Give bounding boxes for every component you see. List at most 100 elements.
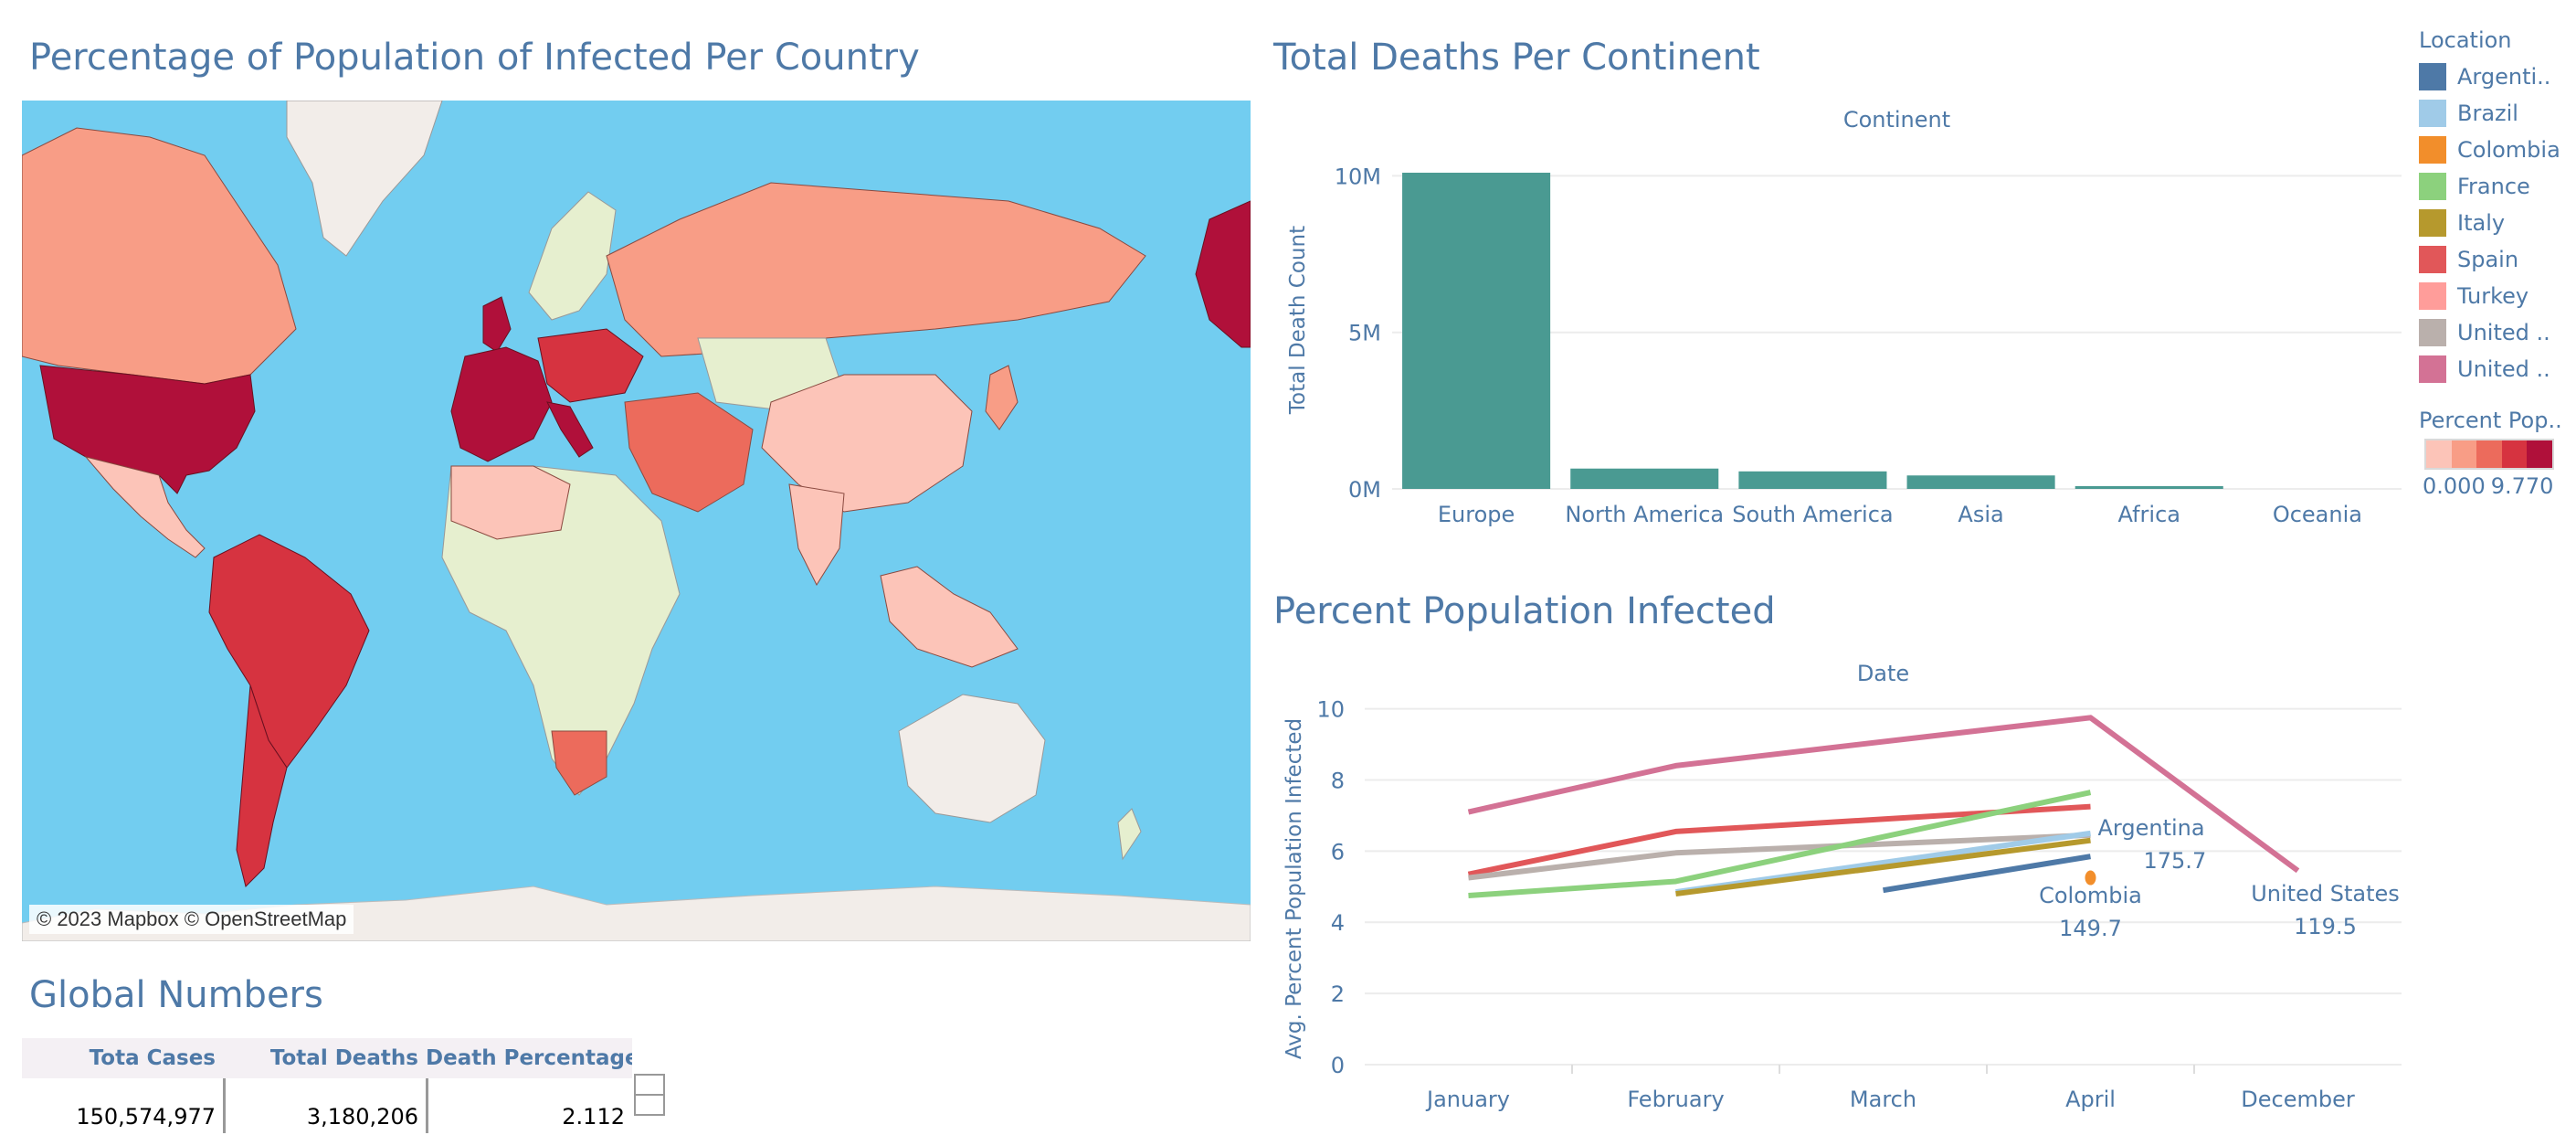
bar-chart: Continent 0M 5M 10M Total Death Count Europe N…: [1286, 107, 2402, 527]
legend-item[interactable]: United ..: [2419, 351, 2576, 387]
legend-label: Italy: [2457, 210, 2506, 236]
x-tick-label: January: [1425, 1087, 1510, 1112]
uk-shape: [482, 296, 512, 353]
legend-title: Location: [2419, 27, 2512, 53]
middle-east-shape: [624, 392, 754, 513]
argentina-shape: [236, 684, 288, 887]
legend-item[interactable]: France: [2419, 168, 2576, 205]
y-tick-label: 2: [1331, 981, 1345, 1007]
x-tick-label: Europe: [1438, 502, 1515, 527]
gradient-step: [2501, 440, 2528, 468]
central-europe-shape: [537, 328, 644, 403]
x-tick-label: March: [1850, 1087, 1916, 1112]
y-tick-label: 0: [1331, 1053, 1345, 1078]
header-total-deaths[interactable]: Total Deaths: [269, 1046, 418, 1070]
line-chart-header: Date: [1857, 661, 1909, 686]
china-shape: [761, 374, 973, 513]
x-tick-label: North America: [1565, 502, 1724, 527]
series-line[interactable]: [1468, 790, 2092, 899]
legend-label: United ..: [2457, 356, 2550, 382]
australia-shape: [898, 694, 1046, 823]
gradient-step: [2451, 440, 2477, 468]
line-chart: Date 0 2 4 6 8 10 Avg. Percent Population Infec…: [1283, 661, 2402, 1112]
legend-item[interactable]: Spain: [2419, 241, 2576, 278]
series-line[interactable]: [1883, 854, 2091, 894]
map-credit[interactable]: © 2023 Mapbox © OpenStreetMap: [29, 905, 354, 934]
legend-label: Brazil: [2457, 101, 2518, 126]
legend-item[interactable]: United ..: [2419, 314, 2576, 351]
world-map[interactable]: © 2023 Mapbox © OpenStreetMap: [22, 101, 1251, 941]
legend-item[interactable]: Brazil: [2419, 95, 2576, 132]
series-line[interactable]: [1675, 837, 2091, 897]
x-tick-label: February: [1627, 1087, 1724, 1112]
legend-swatch: [2419, 282, 2446, 310]
line-point[interactable]: [2085, 870, 2096, 886]
value-total-deaths: 3,180,206: [223, 1078, 426, 1133]
bar[interactable]: [1738, 471, 1887, 489]
annotation-label: Argentina: [2098, 815, 2205, 841]
france-spain-shape: [450, 346, 553, 462]
legend-label: Spain: [2457, 247, 2519, 272]
new-zealand-shape: [1117, 808, 1142, 861]
legend-label: Turkey: [2457, 283, 2529, 309]
world-map-canvas: [22, 101, 1251, 941]
bar-chart-header: Continent: [1843, 107, 1950, 133]
legend-item[interactable]: Italy: [2419, 205, 2576, 241]
annotation-label: United States: [2251, 881, 2400, 907]
south-africa-shape: [551, 730, 607, 796]
legend: Location Argenti.. Brazil Colombia France It…: [2419, 27, 2576, 499]
y-tick-label: 10M: [1335, 164, 1381, 189]
value-total-cases: 150,574,977: [76, 1104, 216, 1130]
map-title: Percentage of Population of Infected Per…: [29, 37, 920, 79]
x-tick-label: December: [2241, 1087, 2355, 1112]
header-death-percentage[interactable]: Death Percentage: [426, 1046, 632, 1070]
legend-swatch: [2419, 63, 2446, 90]
series-line[interactable]: [1467, 715, 2300, 874]
legend-swatch: [2419, 209, 2446, 237]
y-tick-label: 5M: [1348, 321, 1381, 346]
bar[interactable]: [2075, 485, 2223, 489]
scroll-down-button[interactable]: [634, 1094, 665, 1116]
y-tick-label: 8: [1331, 768, 1345, 793]
percent-max-label: 9.770: [2490, 473, 2554, 499]
legend-swatch: [2419, 319, 2446, 346]
x-tick-label: April: [2065, 1087, 2116, 1112]
brazil-shape: [208, 534, 370, 769]
y-tick-label: 0M: [1348, 477, 1381, 503]
legend-swatch: [2419, 173, 2446, 200]
india-shape: [788, 483, 845, 587]
legend-swatch: [2419, 355, 2446, 383]
y-tick-label: 6: [1331, 839, 1345, 865]
x-tick-label: Oceania: [2273, 502, 2362, 527]
percent-legend: Percent Pop.. 0.000 9.770: [2419, 408, 2576, 499]
gradient-step: [2527, 440, 2552, 468]
legend-item[interactable]: Turkey: [2419, 278, 2576, 314]
southeast-asia-shape: [880, 566, 1019, 668]
series-line[interactable]: [1468, 832, 2091, 881]
percent-min-label: 0.000: [2423, 473, 2486, 499]
series-line[interactable]: [1467, 803, 2091, 877]
percent-legend-title: Percent Pop..: [2419, 408, 2562, 433]
legend-swatch: [2419, 136, 2446, 164]
y-tick-label: 10: [1316, 697, 1345, 723]
gradient-step: [2476, 440, 2502, 468]
legend-item[interactable]: Colombia: [2419, 132, 2576, 168]
japan-shape: [985, 365, 1019, 430]
scroll-up-button[interactable]: [634, 1074, 665, 1096]
bar[interactable]: [1906, 475, 2055, 489]
global-numbers-title: Global Numbers: [29, 974, 323, 1016]
x-tick-label: Asia: [1958, 502, 2003, 527]
bar[interactable]: [1570, 468, 1719, 489]
bar[interactable]: [1402, 172, 1551, 489]
alaska-shape: [1195, 200, 1251, 348]
legend-swatch: [2419, 246, 2446, 273]
header-total-cases[interactable]: Tota Cases: [89, 1046, 216, 1070]
annotation-value: 149.7: [2059, 916, 2122, 941]
legend-label: Colombia: [2457, 137, 2560, 163]
line-chart-title: Percent Population Infected: [1273, 590, 1776, 632]
global-numbers-table: Tota Cases Total Deaths Death Percentage…: [22, 1038, 632, 1135]
value-death-percentage: 2.112: [426, 1078, 632, 1133]
legend-item[interactable]: Argenti..: [2419, 58, 2576, 95]
y-axis-label: Total Death Count: [1286, 226, 1310, 415]
legend-swatch: [2419, 100, 2446, 127]
